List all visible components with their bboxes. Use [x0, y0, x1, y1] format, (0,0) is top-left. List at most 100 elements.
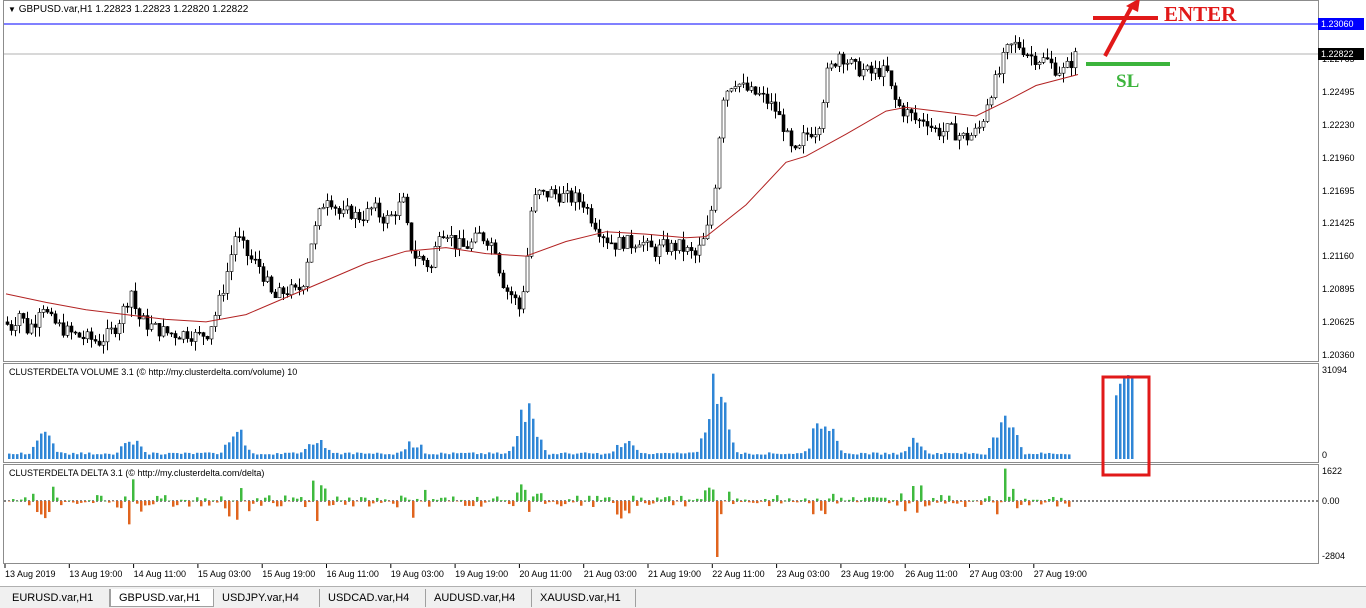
volume-pane[interactable]	[3, 363, 1319, 463]
delta-bar-positive	[948, 495, 951, 501]
candle-body	[445, 237, 450, 240]
candle-body	[761, 92, 766, 95]
candle-body	[613, 242, 618, 250]
delta-bar-positive	[1032, 499, 1035, 501]
volume-bar	[1064, 454, 1067, 459]
time-axis-label: 20 Aug 11:00	[519, 569, 572, 579]
volume-bar	[96, 454, 99, 459]
volume-bar	[528, 403, 531, 459]
volume-bar	[252, 453, 255, 459]
delta-bar-negative	[616, 501, 619, 515]
volume-bar	[972, 453, 975, 459]
tab-audusd[interactable]: AUDUSD.var,H4	[426, 589, 532, 607]
tab-eurusd[interactable]: EURUSD.var,H1	[4, 589, 110, 607]
volume-bar	[128, 441, 131, 459]
volume-bar	[540, 439, 543, 459]
volume-bar	[396, 452, 399, 459]
candle-body	[865, 65, 870, 71]
delta-bar-negative	[856, 501, 859, 503]
candle-body	[305, 261, 310, 287]
volume-bar	[1036, 454, 1039, 459]
delta-bar-positive	[736, 498, 739, 501]
candle-body	[441, 236, 446, 239]
volume-bar	[520, 409, 523, 459]
delta-bar-negative	[928, 501, 931, 506]
triangle-down-icon[interactable]: ▼	[8, 5, 16, 14]
delta-bar-positive	[24, 497, 27, 501]
candle-body	[225, 271, 230, 294]
volume-bar	[1008, 427, 1011, 459]
delta-bar-negative	[172, 501, 175, 507]
delta-pane[interactable]	[3, 464, 1319, 564]
candle-body	[13, 325, 18, 331]
delta-bar-negative	[620, 501, 623, 519]
delta-bar-negative	[372, 501, 375, 504]
candle-body	[593, 222, 598, 230]
candle-body	[165, 326, 170, 334]
delta-bar-negative	[808, 501, 811, 504]
delta-bar-negative	[748, 501, 751, 503]
delta-bar-positive	[16, 500, 19, 502]
candle-body	[461, 238, 466, 247]
delta-bar-positive	[1052, 496, 1055, 501]
delta-bar-negative	[332, 501, 335, 506]
volume-bar	[748, 453, 751, 459]
tab-usdjpy[interactable]: USDJPY.var,H4	[214, 589, 320, 607]
candle-body	[29, 323, 34, 334]
candle-body	[697, 244, 702, 256]
tab-xauusd[interactable]: XAUUSD.var,H1	[532, 589, 636, 607]
volume-bar	[176, 453, 179, 459]
candle-body	[749, 86, 754, 91]
volume-bar	[248, 449, 251, 459]
candle-body	[553, 189, 558, 195]
delta-bar-negative	[140, 501, 143, 512]
candle-body	[869, 65, 874, 74]
volume-bar	[848, 453, 851, 459]
volume-bar	[496, 452, 499, 459]
volume-bar	[672, 453, 675, 459]
volume-bar	[612, 451, 615, 459]
volume-bar	[616, 444, 619, 459]
delta-bar-negative	[368, 501, 371, 507]
delta-bar-negative	[1028, 501, 1031, 506]
candle-body	[905, 109, 910, 117]
volume-bar	[684, 453, 687, 459]
candle-body	[637, 244, 642, 248]
tab-gbpusd[interactable]: GBPUSD.var,H1	[110, 589, 214, 607]
volume-bar	[148, 454, 151, 459]
delta-bar-positive	[872, 497, 875, 501]
volume-bar	[212, 452, 215, 459]
candle-body	[1073, 51, 1078, 69]
volume-bar	[1052, 453, 1055, 459]
volume-bar	[980, 454, 983, 459]
delta-bar-negative	[64, 501, 67, 502]
delta-bar-positive	[568, 499, 571, 501]
candle-body	[181, 331, 186, 340]
volume-bar	[28, 453, 31, 459]
volume-bar	[300, 452, 303, 459]
volume-bar	[40, 433, 43, 459]
candle-body	[9, 324, 14, 331]
tab-usdcad[interactable]: USDCAD.var,H4	[320, 589, 426, 607]
candle-body	[249, 255, 254, 260]
candle-body	[889, 70, 894, 87]
candle-body	[837, 53, 842, 67]
volume-bar	[64, 453, 67, 459]
candle-body	[253, 258, 258, 261]
delta-bar-negative	[128, 501, 131, 525]
candle-body	[945, 123, 950, 132]
volume-bar	[912, 437, 915, 459]
candle-body	[877, 67, 882, 78]
delta-max-label: 1622	[1322, 466, 1343, 476]
candle-body	[233, 236, 238, 255]
candle-body	[617, 236, 622, 250]
delta-bar-positive	[680, 495, 683, 501]
candle-body	[909, 109, 914, 114]
delta-bar-positive	[536, 493, 539, 501]
volume-bar	[120, 446, 123, 459]
volume-bar	[1020, 447, 1023, 459]
price-chart-pane[interactable]	[3, 0, 1319, 362]
volume-bar	[500, 453, 503, 459]
candle-body	[633, 246, 638, 249]
delta-bar-negative	[412, 501, 415, 518]
